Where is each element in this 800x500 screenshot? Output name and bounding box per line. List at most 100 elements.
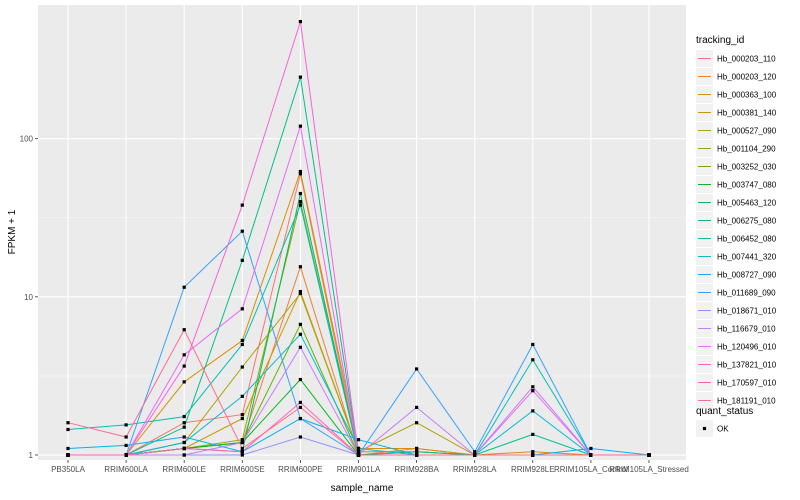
data-point <box>182 453 186 457</box>
data-point <box>240 229 244 233</box>
data-point <box>298 124 302 128</box>
data-point <box>298 377 302 382</box>
legend-label: Hb_000381_140 <box>717 109 777 118</box>
legend-label: Hb_000527_090 <box>717 127 777 136</box>
data-point <box>240 413 244 417</box>
x-axis: PB350LA RRIM600LA RRIM600LE RRIM600SE RRIM60… <box>51 460 689 474</box>
x-tick-label: RRIM600SE <box>220 465 264 474</box>
data-point <box>182 364 186 368</box>
data-point <box>66 427 70 432</box>
data-point <box>298 291 302 296</box>
x-axis-title: sample_name <box>331 483 394 494</box>
data-point <box>415 405 419 410</box>
data-point <box>182 353 186 357</box>
data-point <box>298 19 302 24</box>
x-tick-label: RRIM600PE <box>278 465 322 474</box>
data-point <box>531 389 535 393</box>
data-point <box>182 414 186 419</box>
data-point <box>298 200 302 204</box>
legend-label: Hb_006275_080 <box>717 217 777 226</box>
legend-label: Hb_116679_010 <box>717 325 776 334</box>
data-point <box>531 432 535 436</box>
data-point <box>240 307 244 311</box>
data-point <box>415 446 419 451</box>
shape-legend-point <box>702 426 707 431</box>
data-point <box>415 421 419 425</box>
panel-background <box>38 5 686 460</box>
shape-legend-label: OK <box>717 425 729 434</box>
data-point <box>298 405 302 410</box>
data-point <box>298 203 302 207</box>
x-tick-label: RRIM901LA <box>337 465 381 474</box>
data-point <box>531 409 535 413</box>
legend-title: tracking_id <box>696 35 744 46</box>
legend-label: Hb_006452_080 <box>717 235 777 244</box>
data-point <box>531 342 535 347</box>
data-point <box>415 450 419 454</box>
data-point <box>66 421 70 425</box>
grid <box>38 5 686 460</box>
data-point <box>589 446 593 451</box>
data-point <box>298 289 302 294</box>
data-point <box>473 450 477 454</box>
data-point <box>298 416 302 421</box>
legend-label: Hb_000203_120 <box>717 73 777 82</box>
x-tick-label: RRIM600LA <box>104 465 148 474</box>
shape-legend-title: quant_status <box>696 406 753 417</box>
data-point <box>240 365 244 369</box>
data-point <box>240 416 244 421</box>
data-point <box>182 435 186 439</box>
y-tick-label: 100 <box>20 135 34 144</box>
data-point <box>589 453 593 457</box>
data-point <box>356 453 361 457</box>
legend-label: Hb_018671_010 <box>717 307 777 316</box>
data-point <box>240 453 244 457</box>
x-tick-label: PB350LA <box>51 465 85 474</box>
legend-label: Hb_005463_120 <box>717 199 777 208</box>
data-point <box>124 435 128 439</box>
data-point <box>240 258 244 262</box>
data-point <box>240 338 244 343</box>
data-point <box>531 385 535 389</box>
legend-label: Hb_000363_100 <box>717 91 777 100</box>
data-point <box>298 322 302 326</box>
data-point <box>66 453 70 457</box>
data-point <box>240 203 244 207</box>
data-point <box>531 450 535 454</box>
data-point <box>415 367 419 371</box>
legend-label: Hb_007441_320 <box>717 253 777 262</box>
y-tick-label: 10 <box>24 293 33 302</box>
data-point <box>182 425 186 429</box>
legend-label: Hb_000203_110 <box>717 55 776 64</box>
data-point <box>298 332 302 336</box>
data-point <box>356 450 361 454</box>
data-point <box>298 172 302 176</box>
data-point <box>531 453 535 457</box>
data-point <box>182 446 186 451</box>
data-point <box>182 440 186 445</box>
data-point <box>182 285 186 289</box>
legend-label: Hb_003747_080 <box>717 181 777 190</box>
legend-label: Hb_008727_090 <box>717 271 777 280</box>
data-point <box>182 328 186 332</box>
data-point <box>356 446 361 451</box>
legend: tracking_id Hb_000203_110 Hb_000203_120 Hb… <box>696 35 777 437</box>
data-point <box>298 345 302 349</box>
data-point <box>240 438 244 442</box>
data-point <box>298 191 302 196</box>
data-point <box>124 423 128 427</box>
data-point <box>66 446 70 451</box>
data-point <box>531 358 535 362</box>
legend-label: Hb_001104_290 <box>717 145 776 154</box>
data-point <box>182 380 186 384</box>
y-axis: 1 10 100 <box>20 135 38 460</box>
data-point <box>298 265 302 269</box>
x-tick-label: RRIM600LE <box>162 465 206 474</box>
data-point <box>647 453 651 457</box>
y-tick-label: 1 <box>29 451 34 460</box>
data-point <box>240 342 244 347</box>
x-tick-label: RRIM105LA_Stressed <box>609 465 689 474</box>
legend-label: Hb_181191_010 <box>717 397 776 406</box>
legend-label: Hb_170597_010 <box>717 379 777 388</box>
